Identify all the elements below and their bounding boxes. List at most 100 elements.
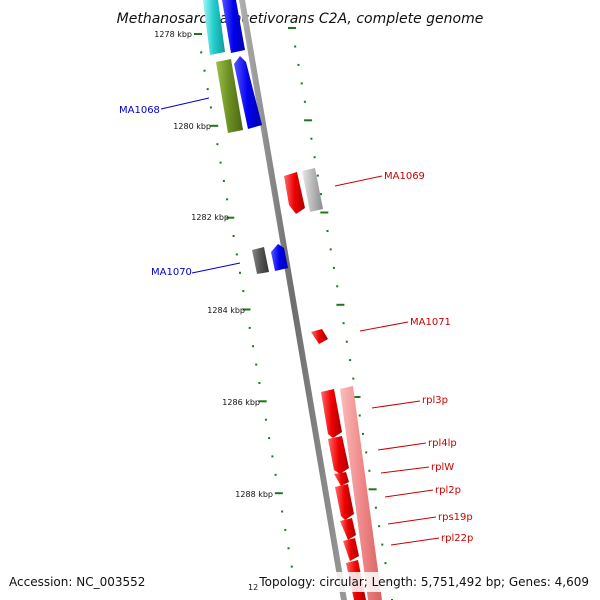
gene-grey-block[interactable] [302, 168, 323, 212]
tick-dot-left [284, 528, 287, 531]
gene-rpl22p[interactable] [343, 538, 359, 561]
tick-dot-right [303, 100, 306, 103]
tick-dot-left [274, 473, 277, 476]
gene-ma1068[interactable] [216, 59, 243, 133]
tick-dot-left [232, 235, 235, 237]
tick-dot-right [294, 45, 297, 48]
tick-dot-left [194, 33, 202, 35]
tick-dot-right [384, 562, 387, 565]
label-rpl2p[interactable]: rpl2p [435, 485, 461, 496]
tick-dot-right [320, 211, 329, 214]
left-strand-genes [203, 0, 288, 274]
tick-dot-left [264, 418, 267, 421]
right-strand-genes [284, 168, 382, 600]
tick-dot-right [345, 340, 348, 343]
label-leaders [160, 97, 440, 546]
gene-ma1069[interactable] [284, 172, 305, 214]
tick-dot-right [313, 156, 316, 159]
tick-dot-right [358, 414, 361, 417]
gene-rps19p[interactable] [340, 518, 356, 540]
tick-dot-right [332, 266, 335, 269]
tick-dot-left [226, 216, 235, 219]
tick-labels: 1278 kbp 1280 kbp 1282 kbp 1284 kbp 1286… [154, 30, 273, 499]
tick-dot-right [365, 451, 368, 454]
label-ma1070[interactable]: MA1070 [151, 267, 192, 278]
tick-dot-left [222, 179, 225, 182]
gene-ma1070-grey[interactable] [252, 247, 269, 274]
label-ma1068[interactable]: MA1068 [119, 105, 160, 116]
gene-rplw[interactable] [334, 472, 349, 486]
gene-cyan-top[interactable] [203, 0, 225, 55]
tick-dot-right [352, 377, 355, 380]
tick-dot-right [381, 543, 384, 546]
tick-dot-left [258, 382, 261, 384]
tick-dot-left [239, 271, 241, 274]
tick-dot-right [329, 248, 332, 251]
tick-dot-right [374, 506, 377, 509]
tick-dot-right [378, 525, 381, 528]
gene-rpl2p[interactable] [335, 484, 354, 520]
tick-dot-left [242, 308, 251, 311]
leader-ma1071 [359, 321, 409, 332]
gene-ma1071[interactable] [311, 329, 328, 344]
genome-backbone [239, 0, 347, 600]
tick-dot-right [304, 119, 313, 122]
tick-dot-right [336, 285, 339, 288]
tick-dot-right [349, 359, 352, 362]
tick-dot-left [290, 565, 293, 568]
tick-label-1280: 1280 kbp [173, 122, 211, 131]
tick-dot-left [248, 326, 251, 329]
gene-blue-top[interactable] [222, 0, 245, 53]
gene-rpl3p[interactable] [321, 389, 342, 438]
label-rpl3p[interactable]: rpl3p [422, 395, 448, 406]
gene-blue-arrow[interactable] [234, 56, 262, 129]
tick-dot-left [255, 363, 258, 366]
tick-dot-left [252, 345, 254, 348]
leader-rpl3p [371, 400, 421, 409]
leader-ma1069 [334, 175, 383, 187]
leader-rpl22p [390, 537, 440, 546]
tick-label-1284: 1284 kbp [207, 306, 245, 315]
tick-dot-right [300, 82, 303, 85]
footer-backdrop [240, 572, 596, 592]
leader-rps19p [387, 516, 437, 525]
tick-dot-left [271, 455, 274, 458]
gene-ma1070[interactable] [271, 244, 288, 271]
leader-ma1068 [160, 97, 210, 110]
tick-dot-right [368, 469, 371, 472]
label-rps19p[interactable]: rps19p [438, 512, 473, 523]
tick-dot-left [258, 400, 267, 403]
leader-rplw [380, 466, 430, 474]
tick-dot-left [209, 106, 212, 109]
tick-dot-left [216, 143, 219, 146]
gene-rpl4lp[interactable] [328, 436, 349, 474]
label-rpl22p[interactable]: rpl22p [441, 533, 473, 544]
accession: Accession: NC_003552 [9, 575, 145, 589]
partial-tick-label: 12 [248, 583, 258, 592]
tick-dot-right [342, 322, 345, 325]
tick-dot-right [288, 27, 296, 29]
map-title: Methanosarcina acetivorans C2A, complete… [117, 11, 484, 27]
tick-dot-left [274, 492, 283, 495]
tick-label-1282: 1282 kbp [191, 213, 229, 222]
tick-dot-left [235, 253, 238, 256]
leader-rpl4lp [377, 442, 427, 451]
tick-label-1286: 1286 kbp [222, 398, 260, 407]
tick-label-1278: 1278 kbp [154, 30, 192, 39]
tick-dot-right [336, 303, 345, 306]
label-rpl4lp[interactable]: rpl4lp [428, 438, 457, 449]
tick-dot-right [362, 432, 364, 435]
tick-dot-left [200, 51, 203, 54]
label-ma1071[interactable]: MA1071 [410, 317, 451, 328]
label-ma1069[interactable]: MA1069 [384, 171, 425, 182]
label-rplw[interactable]: rplW [431, 462, 454, 473]
tick-dot-right [320, 193, 322, 196]
gene-pink-block[interactable] [340, 386, 382, 600]
tick-dot-left [287, 547, 290, 550]
tick-dot-right [368, 488, 377, 491]
tick-dot-left [268, 437, 271, 440]
tick-dot-right [316, 174, 319, 177]
tick-dot-right [297, 63, 300, 66]
tick-dot-left [281, 510, 284, 513]
tick-dot-left [203, 69, 206, 72]
